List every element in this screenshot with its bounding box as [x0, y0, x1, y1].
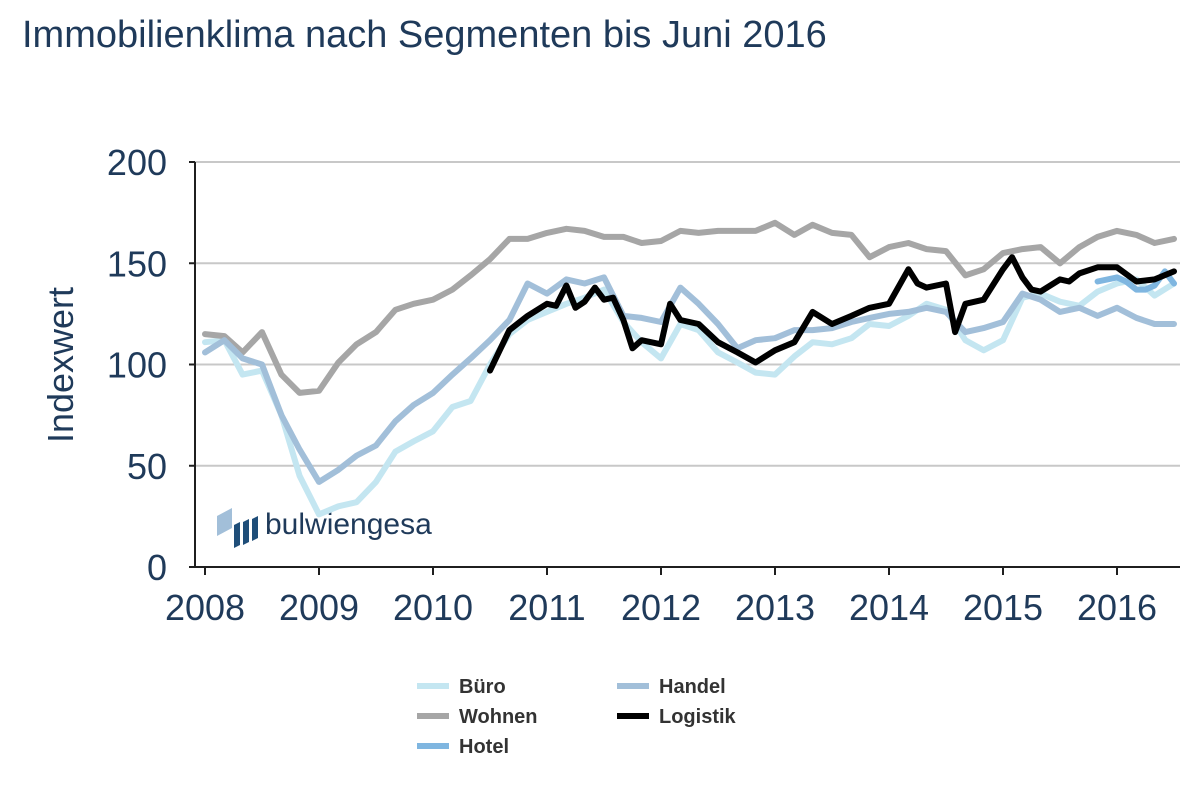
axes — [189, 161, 1180, 575]
y-tick-label: 0 — [147, 547, 167, 588]
x-tick-label: 2011 — [508, 587, 585, 628]
bulwiengesa-logo: bulwiengesa — [217, 508, 432, 548]
logo-mark-icon — [217, 508, 258, 548]
series-line-wohnen — [202, 219, 1177, 396]
legend-label-buero: Büro — [459, 676, 506, 698]
series-line-handel — [202, 274, 1177, 485]
series-line-buero — [202, 276, 1177, 518]
y-tick-label: 100 — [107, 345, 167, 386]
legend-label-wohnen: Wohnen — [459, 706, 538, 728]
x-tick-label: 2015 — [963, 587, 1043, 628]
logo-text: bulwiengesa — [265, 508, 432, 541]
gridlines — [195, 161, 1180, 467]
x-tick-label: 2010 — [393, 587, 473, 628]
x-tick-labels: 2008 2009 2010 2011 2012 2013 2014 2015 2016 — [165, 587, 1157, 628]
y-tick-labels: 0 50 100 150 200 — [107, 142, 167, 588]
x-tick-label: 2012 — [621, 587, 701, 628]
x-tick-label: 2013 — [735, 587, 815, 628]
legend-label-handel: Handel — [659, 676, 726, 698]
series-lines — [202, 219, 1177, 518]
x-tick-label: 2009 — [279, 587, 359, 628]
y-tick-label: 150 — [107, 243, 167, 284]
y-tick-label: 50 — [127, 446, 167, 487]
y-tick-label: 200 — [107, 142, 167, 183]
chart-title: Immobilienklima nach Segmenten bis Juni … — [22, 14, 827, 56]
legend: Büro Handel Wohnen Logistik Hotel — [417, 676, 737, 758]
legend-label-hotel: Hotel — [459, 736, 509, 758]
x-tick-label: 2016 — [1077, 587, 1157, 628]
y-axis-label: Indexwert — [40, 287, 81, 443]
legend-label-logistik: Logistik — [659, 706, 737, 728]
x-tick-label: 2014 — [849, 587, 929, 628]
series-line-logistik — [487, 254, 1177, 374]
x-tick-label: 2008 — [165, 587, 245, 628]
